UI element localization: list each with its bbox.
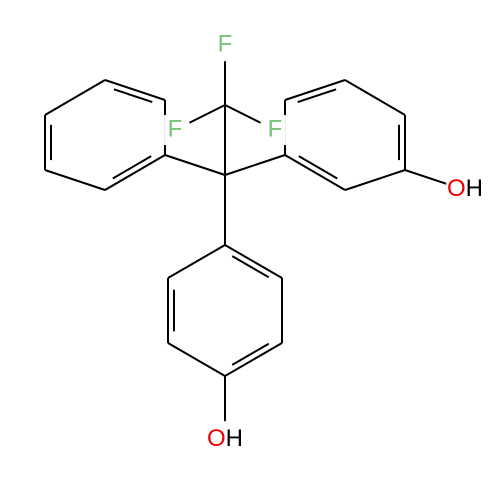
bond-Rp2-Rp3 [345, 170, 405, 190]
bond-Ccf3-F2 [189, 105, 225, 123]
bond-Lp4-Lp5 [45, 80, 105, 115]
bond-Ccent-Rp1 [225, 155, 285, 175]
bond-Bp3-Bp4 [225, 343, 282, 376]
bond-Bp1-Bp2 [225, 245, 282, 278]
bond-Rp5-Rp6 [298, 89, 336, 102]
bond-Bp6-Bp1 [168, 245, 225, 278]
atom-label-F1: F [218, 30, 233, 57]
bond-Rp3-ROH [405, 170, 447, 184]
atom-label-F2: F [168, 115, 183, 142]
bond-Lp1-Lp2 [105, 155, 165, 190]
bond-Ccf3-F3 [225, 105, 261, 123]
atom-label-F3: F [268, 115, 283, 142]
bond-Rp4-Rp5 [345, 80, 405, 115]
bond-Bp4-Bp5 [168, 343, 225, 376]
molecule-diagram: F F F OH OH [0, 0, 500, 500]
atom-label-BOH: OH [207, 425, 243, 452]
atom-label-ROH: OH [447, 175, 483, 202]
bond-Rp1-Rp2 [285, 155, 345, 190]
bond-Lp2-Lp3 [45, 170, 105, 190]
bonds-group [45, 61, 447, 421]
bond-Ccent-Lp1 [165, 155, 225, 175]
bond-Lp5-Lp6 [114, 89, 152, 102]
